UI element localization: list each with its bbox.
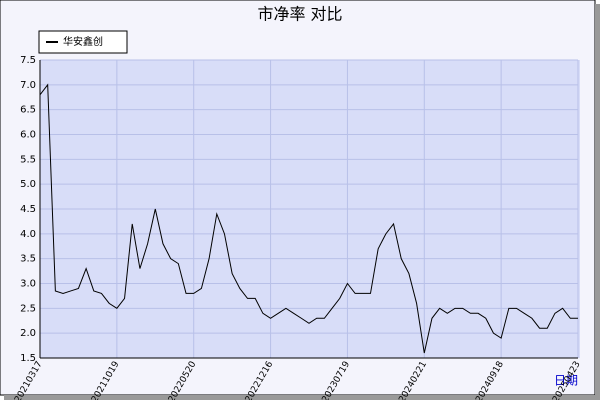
y-tick-label: 7.0 bbox=[20, 80, 36, 91]
y-tick-label: 3.0 bbox=[20, 279, 36, 290]
y-tick-label: 3.5 bbox=[20, 254, 36, 265]
x-axis-label: 日期 bbox=[554, 374, 578, 388]
y-tick-label: 4.5 bbox=[20, 204, 36, 215]
shadow bbox=[595, 4, 600, 400]
y-tick-label: 5.0 bbox=[20, 179, 36, 190]
legend-label: 华安鑫创 bbox=[63, 35, 103, 48]
chart-title: 市净率 对比 bbox=[257, 5, 342, 24]
series-line bbox=[39, 83, 578, 354]
y-tick-label: 1.5 bbox=[20, 353, 36, 364]
y-tick-label: 6.5 bbox=[20, 105, 36, 116]
y-tick-label: 4.0 bbox=[20, 229, 36, 240]
y-tick-label: 6.0 bbox=[20, 130, 36, 141]
y-tick-label: 5.5 bbox=[20, 154, 36, 165]
y-tick-label: 7.5 bbox=[20, 55, 36, 66]
shadow bbox=[4, 395, 600, 400]
y-tick-label: 2.0 bbox=[20, 328, 36, 339]
legend bbox=[38, 30, 128, 54]
y-tick-label: 2.5 bbox=[20, 303, 36, 314]
